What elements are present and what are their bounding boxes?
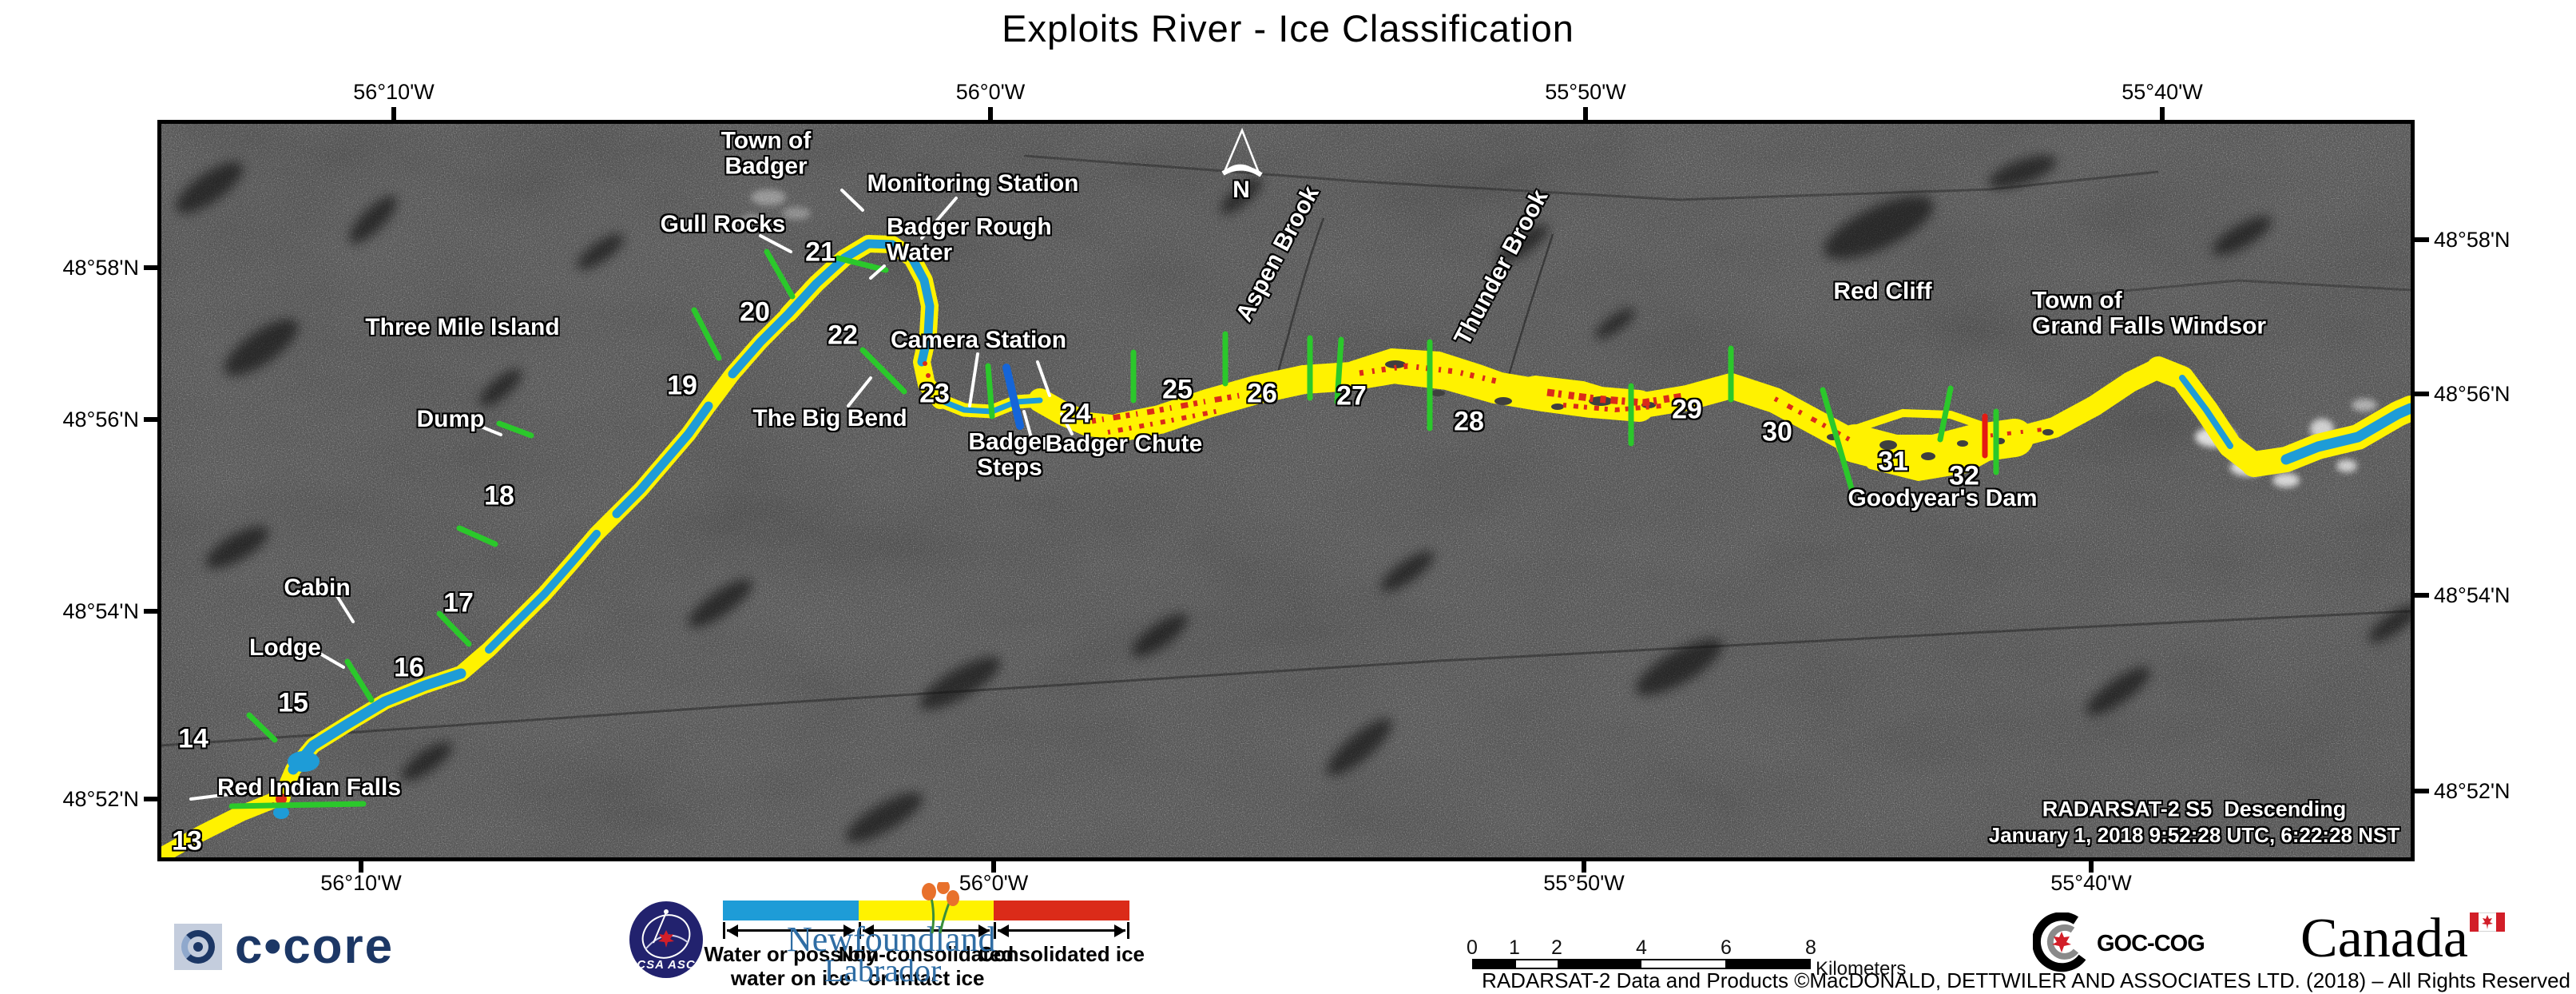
page-title: Exploits River - Ice Classification — [1002, 7, 1574, 50]
axis-label-top: 55°40'W — [2122, 80, 2203, 104]
axis-tick-top — [391, 107, 396, 120]
axis-label-right: 48°56'N — [2434, 382, 2511, 406]
axis-tick-top — [1583, 107, 1588, 120]
axis-label-left: 48°54'N — [62, 599, 139, 623]
lake-blobs — [175, 155, 2411, 843]
north-arrow-icon — [1221, 127, 1263, 177]
axis-label-top: 56°10'W — [353, 80, 435, 104]
legend-boundary-bar — [723, 922, 725, 939]
ccore-logo: c•core — [174, 919, 395, 974]
legend-boundary-bar — [1127, 922, 1129, 939]
map-frame — [157, 120, 2415, 861]
axis-label-left: 48°58'N — [62, 256, 139, 280]
scalebar-number: 1 — [1509, 936, 1520, 959]
axis-tick-right — [2415, 789, 2429, 793]
axis-tick-top — [2160, 107, 2165, 120]
newfoundland-labrador-logo: Newfoundland Labrador — [787, 882, 996, 989]
scalebar-segment — [1641, 960, 1725, 968]
axis-tick-left — [144, 265, 158, 270]
legend-arrow-0 — [727, 924, 855, 937]
river-consolidated-red — [271, 361, 2047, 807]
legend-swatch-0 — [723, 901, 859, 920]
axis-label-top: 55°50'W — [1545, 80, 1626, 104]
axis-tick-bottom — [359, 861, 363, 873]
axis-tick-left — [144, 609, 158, 614]
csa-wordmark: CSA ASC — [637, 958, 696, 972]
axis-label-bottom: 56°0'W — [959, 871, 1029, 895]
axis-label-bottom: 55°50'W — [1543, 871, 1625, 895]
sar-map-image — [161, 124, 2411, 857]
goc-cog-icon — [2033, 912, 2086, 972]
scalebar-number: 2 — [1551, 936, 1562, 959]
canada-text: Canada — [2300, 908, 2468, 969]
brook-traces — [1275, 217, 1554, 390]
attribution-text: RADARSAT-2 Data and Products ©MacDONALD,… — [1482, 968, 2570, 992]
legend-swatch-1 — [859, 901, 994, 920]
axis-label-right: 48°54'N — [2434, 583, 2511, 607]
legend-label-0: Water or possibly water on ice — [704, 942, 878, 990]
nl-wordmark-line1: Newfoundland — [787, 920, 996, 959]
scalebar-number: 4 — [1636, 936, 1647, 959]
axis-tick-left — [144, 797, 158, 801]
scalebar-number: 0 — [1467, 936, 1478, 959]
scale-bar-strip — [1472, 959, 1811, 969]
goc-cog-logo: GOC-COG — [2033, 912, 2205, 975]
legend-boundary-bar — [859, 922, 861, 939]
axis-tick-right — [2415, 237, 2429, 242]
legend-swatch-2 — [994, 901, 1129, 920]
canada-flag-icon — [2469, 912, 2505, 932]
scalebar-segment — [1558, 960, 1641, 968]
scale-bar: Kilometers 0 1 2 4 6 8 — [1467, 936, 1906, 984]
axis-label-bottom: 56°10'W — [320, 871, 402, 895]
pitcher-plant-icon — [922, 882, 959, 934]
label-leader-lines — [189, 189, 1074, 801]
axis-tick-left — [144, 417, 158, 422]
axis-label-left: 48°52'N — [62, 787, 139, 811]
goc-cog-wordmark: GOC-COG — [2097, 930, 2205, 956]
canada-wordmark: Canada — [2300, 908, 2505, 969]
sar-terrain-shading — [161, 124, 2411, 857]
axis-tick-top — [988, 107, 993, 120]
axis-tick-right — [2415, 392, 2429, 396]
river-islands — [1385, 360, 2054, 460]
axis-label-right: 48°52'N — [2434, 779, 2511, 803]
legend-arrow-1 — [863, 924, 990, 937]
ccore-wordmark: c•core — [235, 919, 395, 974]
axis-tick-bottom — [991, 861, 996, 873]
scalebar-segment — [1474, 960, 1516, 968]
scalebar-segment — [1515, 960, 1558, 968]
road-lines — [161, 154, 2411, 747]
axis-label-left: 48°56'N — [62, 408, 139, 431]
scalebar-number: 8 — [1805, 936, 1816, 959]
ice-classification-legend: Water or possibly water on ice Non-consoli… — [704, 901, 1145, 992]
legend-label-2: Consolidated ice — [978, 942, 1145, 966]
scalebar-segment — [1725, 960, 1809, 968]
legend-label-1: Non-consolidated or intact ice — [838, 942, 1014, 990]
axis-label-bottom: 55°40'W — [2050, 871, 2132, 895]
scale-bar-unit: Kilometers — [1816, 958, 1907, 980]
csa-emblem-icon — [641, 909, 691, 959]
legend-boundary-bar — [994, 922, 996, 939]
csa-logo: CSA ASC — [629, 901, 703, 978]
scalebar-number: 6 — [1721, 936, 1732, 959]
axis-tick-bottom — [2089, 861, 2094, 873]
ccore-icon — [174, 924, 222, 970]
axis-tick-right — [2415, 593, 2429, 598]
transect-lines — [228, 248, 1999, 809]
axis-label-top: 56°0'W — [955, 80, 1026, 104]
nl-wordmark-line2: Labrador — [824, 952, 942, 988]
legend-arrow-2 — [998, 924, 1125, 937]
axis-label-right: 48°58'N — [2434, 228, 2511, 252]
axis-tick-bottom — [1582, 861, 1586, 873]
